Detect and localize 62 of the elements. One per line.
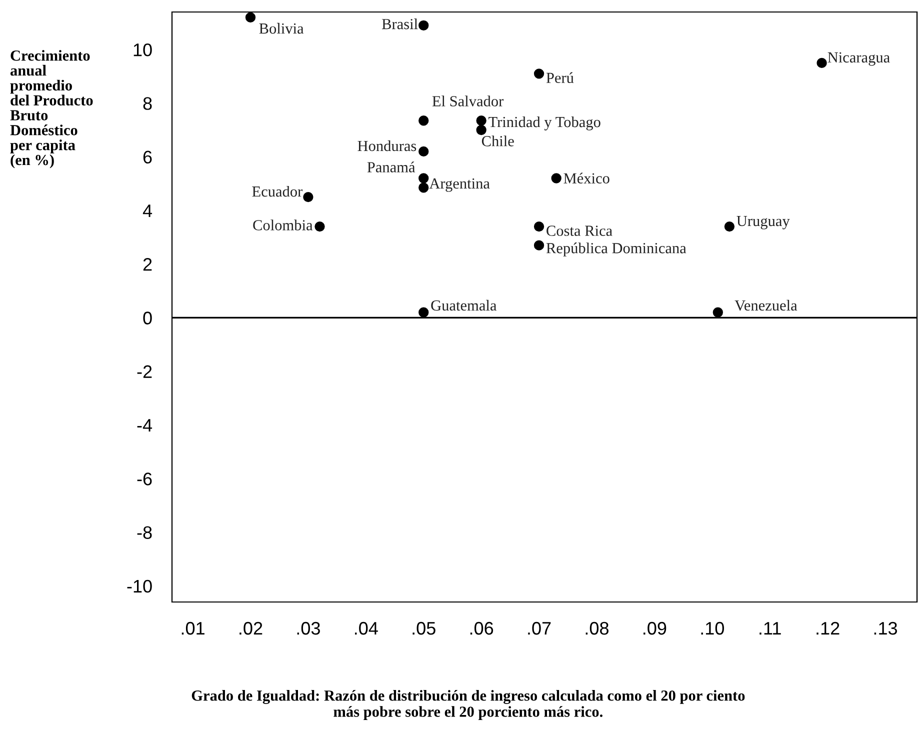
- point: [245, 12, 256, 22]
- x-tick-label: .10: [701, 622, 724, 635]
- annotation: Costa Rica: [546, 226, 612, 236]
- x-tick-label: .02: [240, 622, 262, 635]
- x-tick-label: .13: [874, 622, 898, 635]
- annotation: Trinidad y Tobago: [488, 116, 600, 130]
- y-tick-label: 6: [143, 150, 152, 164]
- annotation: República Dominicana: [546, 242, 686, 256]
- point: [534, 68, 544, 79]
- point: [418, 307, 429, 318]
- y-tick-label: 4: [142, 204, 152, 217]
- point: [418, 182, 429, 193]
- y-tick-label: 2: [143, 258, 152, 271]
- x-tick-label: .09: [644, 622, 666, 635]
- annotation: Nicaragua: [828, 52, 890, 66]
- x-tick-label: .11: [760, 622, 781, 635]
- point: [551, 173, 562, 184]
- point: [816, 58, 827, 68]
- x-tick-label: .01: [182, 622, 204, 635]
- annotation: Uruguay: [736, 216, 790, 230]
- y-tick-label: -10: [127, 580, 152, 593]
- y-tick-label: -8: [137, 526, 152, 539]
- annotation: Chile: [482, 136, 514, 146]
- annotation: Colombia: [253, 220, 313, 230]
- annotation: Bolivia: [259, 22, 304, 34]
- x-tick-label: .04: [354, 622, 378, 635]
- point: [534, 240, 544, 250]
- point: [303, 192, 314, 202]
- y-tick-label: -6: [137, 472, 152, 486]
- point: [712, 307, 723, 318]
- annotation: Honduras: [358, 140, 416, 152]
- point: [418, 146, 429, 157]
- annotation: Brasil: [382, 18, 418, 30]
- annotation: Guatemala: [431, 300, 497, 311]
- annotation: México: [564, 172, 610, 184]
- x-tick-label: .03: [297, 622, 320, 635]
- y-axis-title: Crecimiento anual promedio del Producto Bruto Doméstico per capita (en %): [10, 50, 93, 168]
- x-axis-title: Grado de Igualdad: Razón de distribución de ingreso calculada como el 20 por ciento más pobre sobre el 20 porciento más rico.: [192, 690, 745, 720]
- y-tick-label: 10: [134, 43, 152, 56]
- x-tick-label: .07: [528, 622, 551, 635]
- x-tick-label: .12: [816, 622, 840, 635]
- y-tick-label: 8: [143, 97, 152, 110]
- point: [534, 221, 544, 232]
- point: [476, 124, 486, 136]
- annotation: El Salvador: [432, 96, 504, 106]
- annotation: Perú: [546, 72, 574, 84]
- x-tick-label: .08: [586, 622, 608, 635]
- annotation: Argentina: [429, 178, 490, 192]
- point: [418, 20, 429, 30]
- x-tick-label: .05: [412, 622, 436, 635]
- point: [418, 116, 429, 126]
- annotation: Venezuela: [734, 300, 798, 311]
- y-tick-label: -2: [137, 365, 152, 378]
- point: [724, 221, 735, 232]
- x-tick-label: .06: [470, 622, 494, 635]
- y-tick-label: 0: [143, 312, 152, 324]
- point: [476, 116, 486, 126]
- annotation: Ecuador: [252, 186, 302, 197]
- y-tick-label: -4: [137, 419, 152, 432]
- annotation: Panamá: [367, 162, 416, 172]
- point: [418, 173, 429, 184]
- point: [314, 221, 325, 232]
